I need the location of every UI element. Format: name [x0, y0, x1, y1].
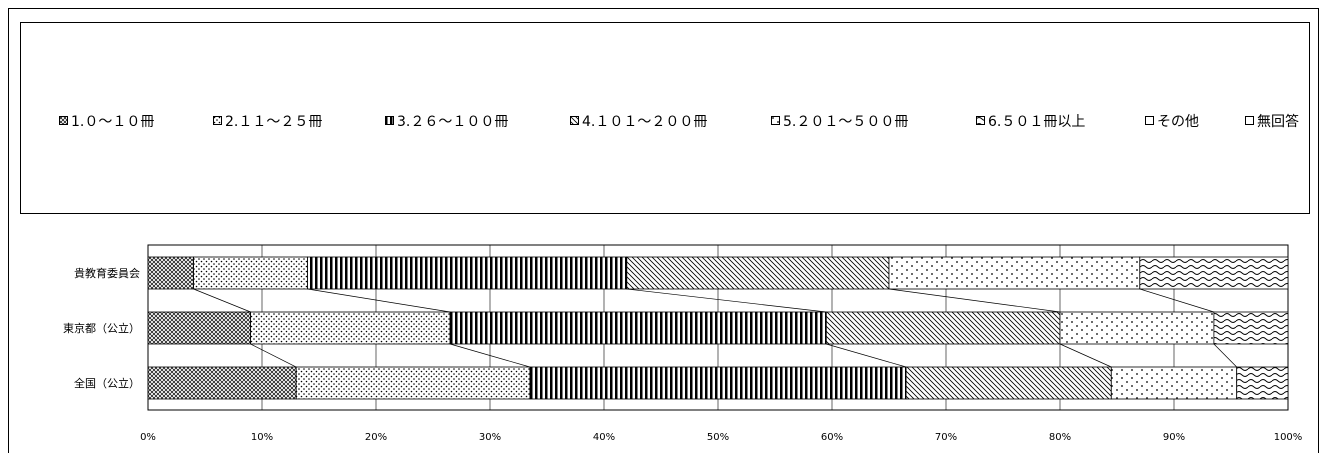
x-tick-label: 70% [935, 432, 957, 443]
series-connector [1139, 288, 1215, 313]
series-connector [250, 343, 297, 368]
legend-swatch [59, 116, 68, 125]
x-tick-label: 20% [365, 432, 387, 443]
series-connector [450, 343, 530, 368]
series-connector [307, 288, 451, 313]
x-tick-label: 80% [1049, 432, 1071, 443]
bar-segment [1236, 366, 1289, 400]
legend-swatch [1245, 116, 1254, 125]
legend-swatch [570, 116, 579, 125]
series-connector [1213, 343, 1237, 368]
legend-label: 2.１１～２５冊 [225, 114, 323, 130]
bar-segment [905, 366, 1112, 400]
x-tick-label: 0% [140, 432, 156, 443]
bar-segment [626, 256, 890, 290]
legend-label: その他 [1157, 114, 1199, 130]
x-tick-label: 10% [251, 432, 273, 443]
series-connector [826, 343, 907, 368]
bar-segment [1139, 256, 1289, 290]
series-connector [888, 288, 1061, 313]
x-tick-label: 30% [479, 432, 501, 443]
series-connector [193, 288, 251, 313]
bar-segment [449, 311, 827, 345]
bar-segment [295, 366, 531, 400]
legend-item: 5.２０１～５００冊 [771, 111, 908, 131]
x-tick-label: 50% [707, 432, 729, 443]
series-connector [626, 288, 827, 313]
bar-segment [147, 256, 194, 290]
bar-segment [193, 256, 309, 290]
legend-item: 6.５０１冊以上 [976, 111, 1085, 131]
legend-item: 4.１０１～２００冊 [570, 111, 707, 131]
bar-segment [1110, 366, 1238, 400]
bar-segment [529, 366, 907, 400]
legend: 1.０～１０冊 2.１１～２５冊 3.２６～１００冊 4.１０１～２００冊 5.２０１～… [20, 22, 1310, 214]
legend-swatch [1145, 116, 1154, 125]
legend-item: 無回答 [1245, 111, 1299, 131]
legend-item: 2.１１～２５冊 [213, 111, 322, 131]
series-connector [1059, 343, 1112, 368]
x-tick-label: 40% [593, 432, 615, 443]
legend-label: 6.５０１冊以上 [988, 114, 1086, 130]
plot-area: 0% 10% 20% 30% 40% 50% 60% 70% 80% 90% 100% 貴教育委員会東… [63, 244, 1303, 443]
x-tick-label: 100% [1274, 432, 1303, 443]
legend-swatch [385, 116, 394, 125]
x-tick-label: 90% [1163, 432, 1185, 443]
bar-segment [250, 311, 451, 345]
legend-item: その他 [1145, 111, 1199, 131]
bar-segment [147, 311, 251, 345]
chart-frame [8, 8, 1319, 453]
legend-label: 4.１０１～２００冊 [582, 114, 708, 130]
legend-swatch [976, 116, 985, 125]
legend-label: 1.０～１０冊 [71, 114, 155, 130]
legend-label: 無回答 [1257, 114, 1299, 130]
legend-item: 1.０～１０冊 [59, 111, 154, 131]
bar-segment [1059, 311, 1215, 345]
category-label: 全国（公立） [74, 376, 140, 390]
legend-row: 1.０～１０冊 2.１１～２５冊 3.２６～１００冊 4.１０１～２００冊 5.２０１～… [21, 23, 1309, 213]
legend-label: 3.２６～１００冊 [397, 114, 509, 130]
x-tick-label: 60% [821, 432, 843, 443]
bar-segment [888, 256, 1141, 290]
bar-segment [825, 311, 1061, 345]
legend-swatch [213, 116, 222, 125]
category-label: 東京都（公立） [63, 321, 140, 335]
bar-segment [307, 256, 628, 290]
bar-segment [147, 366, 297, 400]
legend-label: 5.２０１～５００冊 [783, 114, 909, 130]
legend-swatch [771, 116, 780, 125]
legend-item: 3.２６～１００冊 [385, 111, 508, 131]
category-label: 貴教育委員会 [74, 266, 140, 280]
bar-segment [1213, 311, 1289, 345]
